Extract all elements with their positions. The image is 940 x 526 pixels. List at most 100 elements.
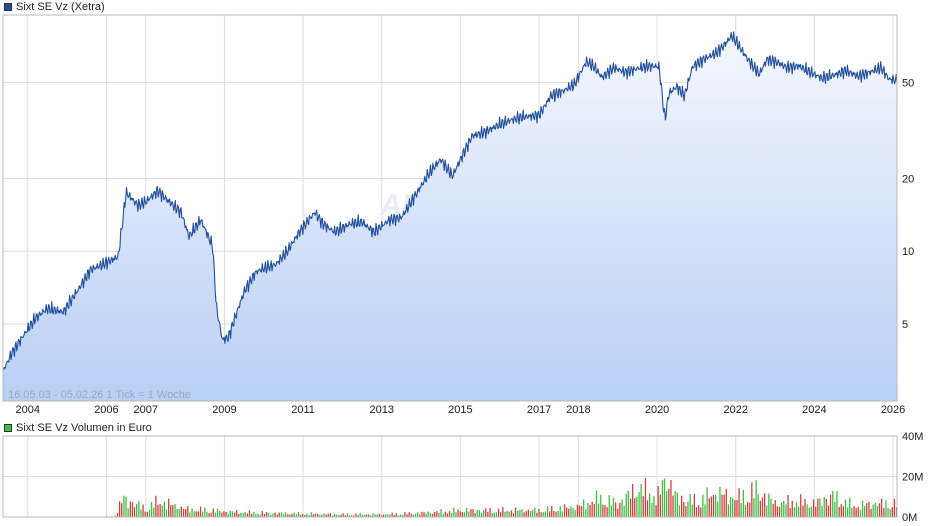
volume-bar <box>142 504 144 517</box>
volume-bar <box>704 504 706 517</box>
y-tick-50: 50 <box>902 77 914 89</box>
volume-bar <box>559 506 561 517</box>
volume-bar <box>793 507 796 517</box>
volume-plot-frame <box>2 435 898 518</box>
volume-bar <box>150 502 153 517</box>
volume-bar <box>236 510 238 517</box>
volume-bar <box>893 498 896 517</box>
volume-bar <box>287 514 289 517</box>
volume-bar <box>119 501 121 517</box>
volume-bar <box>740 503 742 517</box>
volume-bar <box>770 498 772 517</box>
price-legend-label: Sixt SE Vz (Xetra) <box>16 1 105 13</box>
x-tick-2006: 2006 <box>94 404 118 416</box>
volume-bar <box>751 482 753 517</box>
volume-bar <box>629 498 632 517</box>
volume-bar <box>451 512 453 517</box>
volume-bar <box>851 507 853 517</box>
volume-bar <box>321 514 323 517</box>
volume-bar <box>408 512 410 517</box>
volume-bar <box>291 513 293 517</box>
volume-bar <box>306 513 308 517</box>
volume-bar <box>191 508 193 517</box>
volume-bar <box>531 510 534 517</box>
volume-bar <box>838 506 840 517</box>
volume-bar <box>800 494 802 517</box>
volume-bar <box>325 514 327 517</box>
volume-bar <box>702 494 704 517</box>
volume-bar <box>480 512 483 517</box>
volume-bar <box>746 502 749 517</box>
volume-bar <box>580 506 583 517</box>
volume-y-tick-20M: 20M <box>902 472 923 484</box>
volume-bar <box>453 507 455 517</box>
volume-bar <box>274 512 276 517</box>
volume-bar <box>219 510 221 517</box>
x-tick-2013: 2013 <box>370 404 394 416</box>
volume-bar <box>755 480 757 517</box>
volume-bar <box>587 503 589 517</box>
volume-bar <box>606 507 608 517</box>
volume-bar <box>593 503 595 517</box>
volume-bar <box>157 504 159 517</box>
volume-bar <box>272 513 274 517</box>
volume-bar <box>500 512 502 517</box>
volume-bar <box>127 508 129 517</box>
volume-bar <box>604 505 606 517</box>
volume-bar <box>176 509 178 517</box>
volume-bar <box>617 508 619 517</box>
volume-bar <box>734 500 736 517</box>
volume-bar <box>738 488 740 517</box>
price-legend: Sixt SE Vz (Xetra) <box>4 0 105 14</box>
volume-bar <box>372 513 374 517</box>
volume-bar <box>425 513 427 517</box>
volume-bar <box>589 504 591 517</box>
volume-bar <box>391 512 393 517</box>
volume-bar <box>602 504 604 517</box>
volume-bar <box>495 512 498 517</box>
volume-bar <box>268 512 270 517</box>
volume-bar <box>285 512 287 517</box>
volume-bar <box>619 502 621 517</box>
volume-bar <box>729 497 732 517</box>
volume-bar <box>870 509 872 517</box>
price-plot-frame <box>2 14 898 402</box>
volume-bar <box>206 511 208 517</box>
volume-bar <box>523 512 525 517</box>
volume-bar <box>429 513 432 517</box>
volume-bar <box>768 493 770 517</box>
volume-bar <box>674 491 676 517</box>
volume-bar <box>165 509 168 517</box>
volume-bar <box>655 505 657 517</box>
volume-bar <box>766 505 768 517</box>
volume-bar <box>225 511 227 517</box>
volume-bar <box>517 510 519 517</box>
volume-bar <box>289 514 291 517</box>
volume-bar <box>395 513 397 517</box>
volume-bar <box>508 511 510 517</box>
volume-bar <box>687 501 689 517</box>
volume-bar <box>491 513 493 517</box>
volume-bar <box>808 507 810 517</box>
volume-bar <box>866 503 868 517</box>
volume-bar <box>251 513 253 517</box>
volume-bar <box>259 514 261 517</box>
volume-bar <box>885 500 887 517</box>
volume-bar <box>440 509 442 517</box>
volume-bar <box>721 494 723 517</box>
volume-bar <box>842 506 844 517</box>
volume-bar <box>214 512 217 517</box>
volume-bar <box>421 511 423 517</box>
volume-bar <box>585 509 587 517</box>
volume-bar <box>351 515 353 517</box>
volume-bar <box>255 514 257 517</box>
volume-bar <box>666 491 668 517</box>
volume-bar <box>493 512 495 517</box>
volume-bar <box>840 504 842 517</box>
volume-bar <box>615 502 617 517</box>
x-tick-2024: 2024 <box>802 404 826 416</box>
volume-bar <box>448 511 451 517</box>
volume-bar <box>227 513 229 517</box>
x-tick-2004: 2004 <box>16 404 40 416</box>
volume-bar <box>844 499 847 517</box>
